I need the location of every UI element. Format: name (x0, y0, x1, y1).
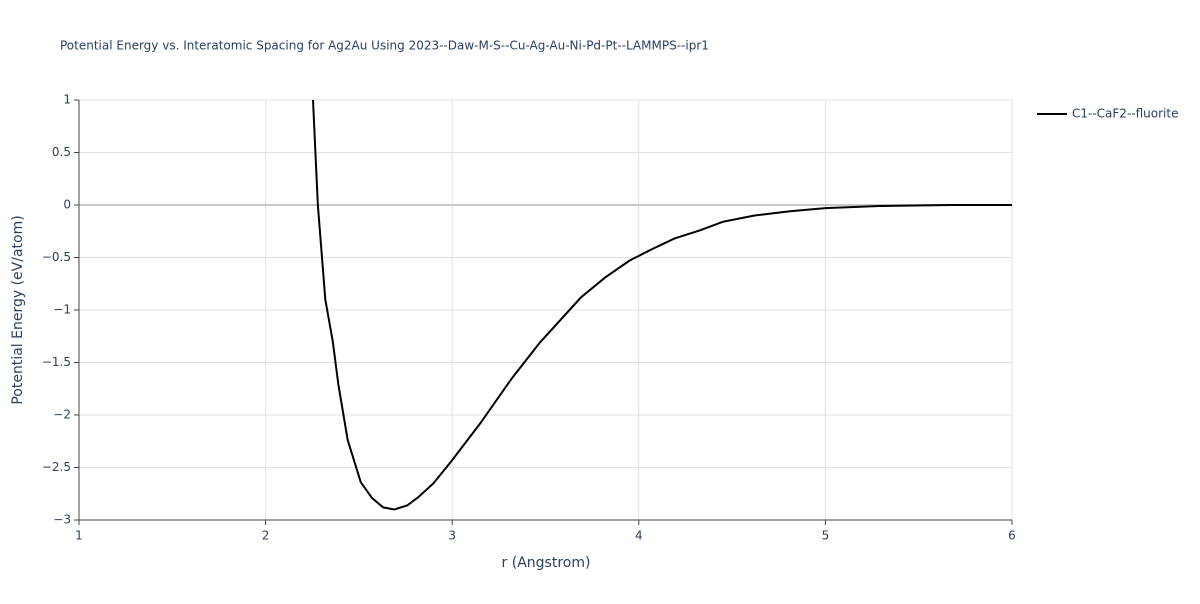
chart-title: Potential Energy vs. Interatomic Spacing… (60, 39, 709, 53)
y-tick-label: −2.5 (42, 460, 71, 474)
x-tick-label: 2 (262, 529, 270, 543)
y-tick-label: −1 (53, 303, 71, 317)
x-tick-label: 3 (448, 529, 456, 543)
y-tick-label: 1 (63, 93, 71, 107)
x-axis-label: r (Angstrom) (502, 555, 591, 571)
x-tick-label: 1 (75, 529, 83, 543)
line-series (311, 99, 1012, 511)
y-tick-label: −1.5 (42, 355, 71, 369)
x-tick-label: 6 (1008, 529, 1016, 543)
y-tick-label: 0 (63, 198, 71, 212)
x-tick-label: 5 (822, 529, 830, 543)
y-tick-label: −0.5 (42, 250, 71, 264)
y-tick-label: 0.5 (52, 145, 71, 159)
y-tick-label: −3 (53, 513, 71, 527)
x-tick-label: 4 (635, 529, 643, 543)
y-tick-label: −2 (53, 408, 71, 422)
legend-label: C1--CaF2--fluorite (1072, 107, 1178, 121)
y-axis-label: Potential Energy (eV/atom) (10, 215, 26, 404)
